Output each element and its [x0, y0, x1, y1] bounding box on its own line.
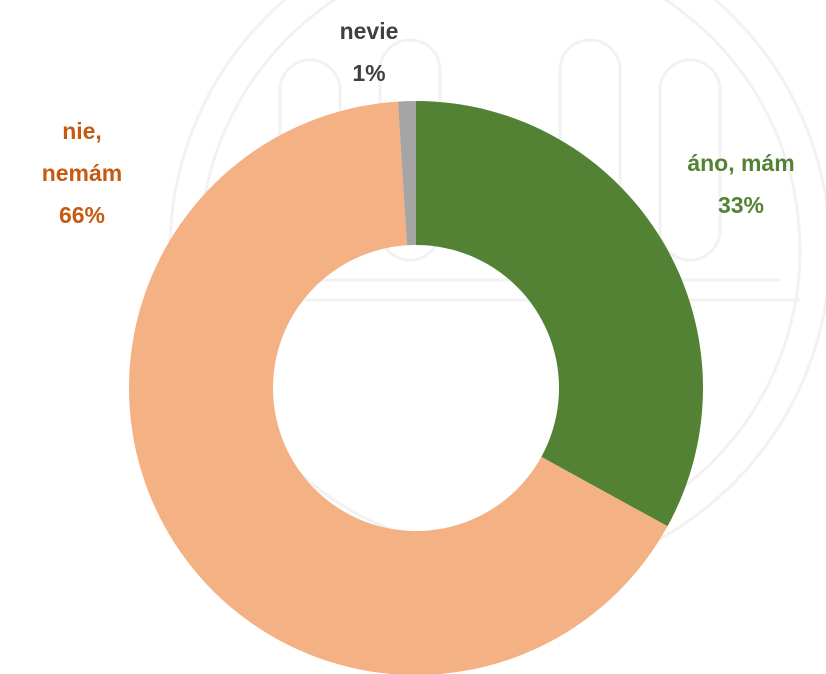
donut-slice [129, 101, 668, 674]
value-label: 33% [717, 192, 765, 218]
donut-slice [416, 101, 703, 527]
slices [129, 101, 703, 674]
value-label: 1% [352, 60, 386, 86]
data-label: nevie 1% [309, 10, 429, 94]
category-label: nie, nemám [41, 118, 123, 186]
value-label: 66% [58, 202, 106, 228]
category-label: nevie [339, 18, 399, 44]
data-label: nie, nemám 66% [22, 110, 142, 236]
donut-slice [397, 101, 416, 246]
category-label: áno, mám [687, 150, 795, 176]
data-label: áno, mám 33% [641, 142, 826, 226]
